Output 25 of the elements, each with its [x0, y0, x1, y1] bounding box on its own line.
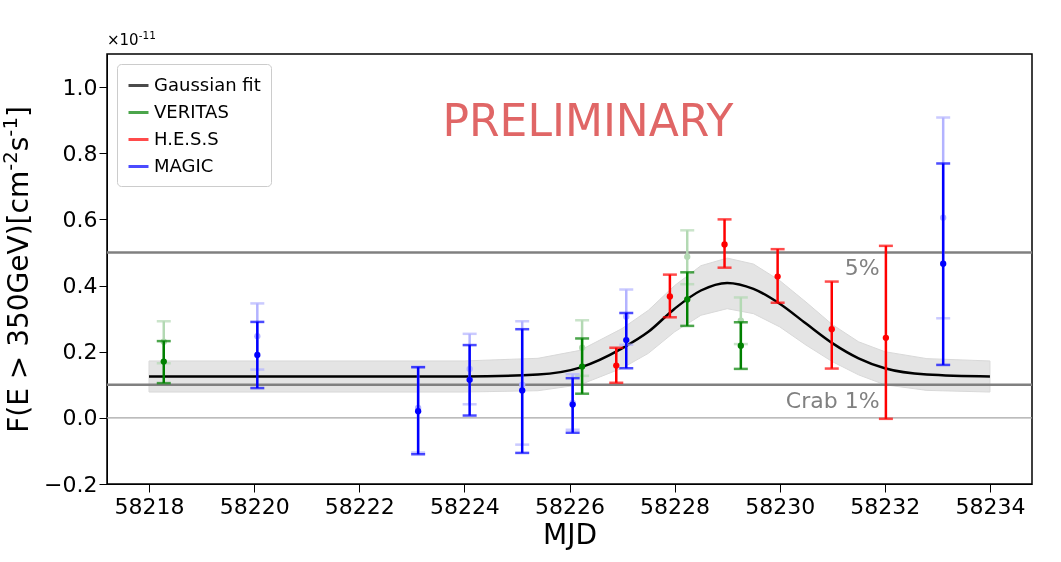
- x-tick-label: 58232: [850, 493, 921, 519]
- x-tick-label: 58228: [640, 493, 711, 519]
- y-tick-label: 0.0: [62, 405, 98, 431]
- y-tick-label: −0.2: [44, 471, 98, 497]
- legend-label: H.E.S.S: [154, 127, 219, 149]
- legend-label: VERITAS: [154, 100, 229, 122]
- x-axis-title: MJD: [543, 517, 597, 551]
- annotation: PRELIMINARY: [442, 94, 734, 146]
- y-tick-label: 0.2: [62, 339, 98, 365]
- y-tick-label: 1.0: [62, 74, 98, 100]
- annotation: Crab 1%: [785, 387, 880, 413]
- y-tick-label: 0.8: [62, 140, 98, 166]
- x-tick-label: 58218: [114, 493, 185, 519]
- x-tick-label: 58220: [219, 493, 290, 519]
- x-tick-label: 58230: [745, 493, 816, 519]
- x-tick-label: 58226: [535, 493, 605, 519]
- x-tick-label: 58234: [955, 493, 1026, 519]
- legend-label: Gaussian fit: [154, 73, 261, 95]
- annotation: 5%: [844, 255, 880, 281]
- y-tick-label: 0.4: [62, 273, 98, 299]
- y-tick-label: 0.6: [62, 206, 98, 232]
- text: ×10$^{-11}$: [107, 29, 156, 49]
- x-tick-label: 58224: [429, 493, 500, 519]
- x-tick-label: 58222: [324, 493, 395, 519]
- legend-label: MAGIC: [154, 154, 214, 176]
